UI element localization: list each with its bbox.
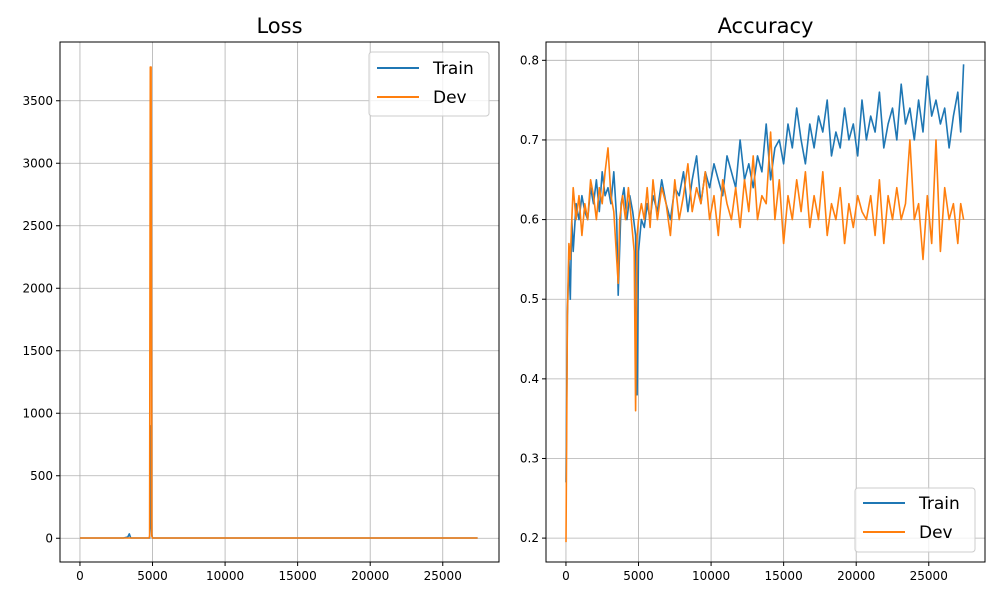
accuracy-y-tick-label: 0.8	[520, 53, 539, 67]
loss-y-tick-label: 3500	[22, 94, 53, 108]
loss-x-tick-label: 15000	[279, 569, 317, 583]
loss-x-tick-label: 5000	[137, 569, 168, 583]
loss-legend-dev-label: Dev	[433, 88, 467, 108]
loss-y-tick-label: 2500	[22, 219, 53, 233]
accuracy-legend-dev-label: Dev	[919, 523, 953, 543]
loss-x-tick-label: 0	[76, 569, 84, 583]
accuracy-x-tick-label: 25000	[910, 569, 948, 583]
accuracy-chart-title: Accuracy	[718, 14, 814, 38]
accuracy-x-tick-label: 10000	[692, 569, 730, 583]
loss-legend: Train Dev	[368, 51, 490, 117]
loss-x-tick-label: 10000	[206, 569, 244, 583]
loss-y-tick-label: 1500	[22, 344, 53, 358]
accuracy-y-tick-label: 0.2	[520, 531, 539, 545]
loss-y-tick-label: 0	[45, 531, 53, 545]
loss-y-ticks: 0 500 1000 1500 2000 2500 3000 3500	[22, 94, 60, 545]
accuracy-panel: Accuracy 0 5000 10000 15000 20000 25000 0.20.…	[520, 14, 986, 583]
accuracy-y-tick-label: 0.7	[520, 133, 539, 147]
accuracy-x-tick-label: 0	[562, 569, 570, 583]
loss-x-ticks: 0 5000 10000 15000 20000 25000	[76, 562, 462, 583]
accuracy-y-tick-label: 0.4	[520, 372, 539, 386]
loss-x-tick-label: 25000	[424, 569, 462, 583]
accuracy-legend-train-label: Train	[918, 494, 960, 514]
loss-series	[80, 66, 478, 539]
accuracy-series-dev-line	[565, 131, 965, 543]
accuracy-y-tick-label: 0.5	[520, 292, 539, 306]
loss-y-tick-label: 500	[30, 469, 53, 483]
accuracy-series	[565, 64, 965, 543]
accuracy-x-tick-label: 15000	[765, 569, 803, 583]
loss-series-dev-line	[80, 66, 478, 539]
loss-y-tick-label: 1000	[22, 406, 53, 420]
accuracy-x-tick-label: 20000	[837, 569, 875, 583]
loss-chart-title: Loss	[256, 14, 302, 38]
loss-x-tick-label: 20000	[351, 569, 389, 583]
accuracy-axes-frame	[545, 41, 986, 563]
accuracy-y-tick-label: 0.3	[520, 451, 539, 465]
loss-legend-train-label: Train	[432, 59, 474, 79]
loss-panel: Loss 0 5000 10000 15000 20000 25000 0 500 1000 1…	[22, 14, 500, 583]
loss-y-tick-label: 2000	[22, 281, 53, 295]
accuracy-legend: Train Dev	[854, 487, 976, 553]
accuracy-y-tick-label: 0.6	[520, 213, 539, 227]
loss-y-tick-label: 3000	[22, 156, 53, 170]
accuracy-x-ticks: 0 5000 10000 15000 20000 25000	[562, 562, 948, 583]
accuracy-y-ticks: 0.2 0.3 0.4 0.5 0.6 0.7 0.8	[520, 53, 546, 545]
accuracy-x-tick-label: 5000	[623, 569, 654, 583]
loss-axes-frame	[59, 41, 500, 563]
